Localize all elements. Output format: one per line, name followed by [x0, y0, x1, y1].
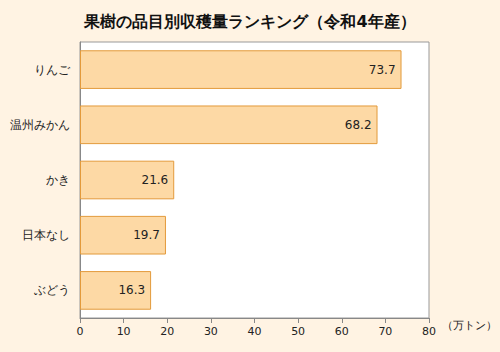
svg-text:りんご: りんご: [34, 63, 71, 77]
svg-text:10: 10: [117, 325, 131, 338]
svg-text:70: 70: [378, 325, 392, 338]
svg-text:（万トン）: （万トン）: [442, 319, 497, 332]
svg-text:0: 0: [77, 325, 84, 338]
svg-text:日本なし: 日本なし: [22, 228, 70, 242]
svg-text:温州みかん: 温州みかん: [10, 118, 70, 132]
svg-text:16.3: 16.3: [118, 283, 145, 297]
svg-text:73.7: 73.7: [369, 63, 396, 77]
svg-text:19.7: 19.7: [133, 228, 160, 242]
svg-text:かき: かき: [46, 173, 70, 187]
svg-text:ぶどう: ぶどう: [34, 283, 70, 297]
svg-text:60: 60: [335, 325, 349, 338]
svg-text:80: 80: [422, 325, 436, 338]
svg-text:果樹の品目別収穫量ランキング（令和4年産）: 果樹の品目別収穫量ランキング（令和4年産）: [83, 12, 415, 31]
svg-text:40: 40: [248, 325, 262, 338]
svg-text:30: 30: [204, 325, 218, 338]
svg-text:50: 50: [291, 325, 305, 338]
svg-text:20: 20: [160, 325, 174, 338]
svg-text:21.6: 21.6: [142, 173, 169, 187]
svg-text:68.2: 68.2: [345, 118, 372, 132]
